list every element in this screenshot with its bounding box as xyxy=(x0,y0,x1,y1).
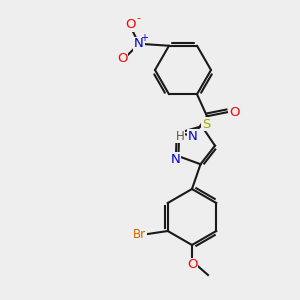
Text: O: O xyxy=(187,259,197,272)
Text: O: O xyxy=(126,18,136,31)
Text: O: O xyxy=(230,106,240,119)
Text: N: N xyxy=(188,130,198,143)
Text: -: - xyxy=(136,13,140,23)
Text: O: O xyxy=(117,52,127,65)
Text: N: N xyxy=(134,37,144,50)
Text: +: + xyxy=(140,33,148,43)
Text: S: S xyxy=(202,118,210,131)
Text: Br: Br xyxy=(133,227,146,241)
Text: H: H xyxy=(176,130,184,143)
Text: N: N xyxy=(170,153,180,166)
